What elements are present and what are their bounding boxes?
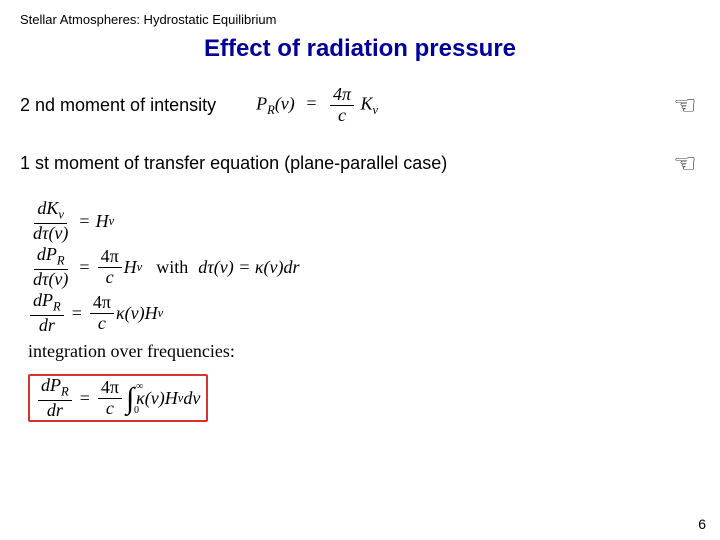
eq-sign: = [72, 303, 82, 324]
pr-symbol: P [256, 93, 267, 113]
num-4pi-3: 4π [90, 293, 114, 314]
slide-page: Stellar Atmospheres: Hydrostatic Equilib… [0, 0, 720, 540]
row-moment-2-text: 2 nd moment of intensity [20, 95, 216, 116]
dtau-def: dτ(ν) = κ(ν)dr [198, 257, 299, 278]
num-dpr: dP [37, 244, 57, 264]
frac-4pi-c-f: 4π c [98, 378, 122, 419]
frac-4pi-c: 4π c [330, 85, 354, 126]
frac-4pi-c-2: 4π c [98, 247, 122, 288]
eq-row-3: dPR dr = 4π c κ(ν)Hν [28, 294, 700, 334]
pointing-hand-icon: ☞ [670, 148, 700, 179]
with-label: with [156, 257, 188, 278]
kappa-h-sub: ν [158, 306, 164, 321]
frac-dpr-dr: dPR dr [30, 291, 64, 335]
eq-row-1: dKν dτ(ν) = Hν [28, 202, 700, 242]
h-symbol-2: H [124, 257, 137, 278]
num-dpr-f: dP [41, 375, 61, 395]
k-symbol: K [360, 93, 372, 113]
eq-row-2: dPR dτ(ν) = 4π c Hν with dτ(ν) = κ(ν)dr [28, 248, 700, 288]
num-dpr-3: dP [33, 290, 53, 310]
h-sub: ν [109, 214, 115, 229]
int-lower: 0 [134, 407, 139, 415]
page-number: 6 [698, 516, 706, 532]
k-sub: ν [373, 103, 379, 117]
num-dpr-sub: R [57, 254, 65, 268]
frac-4pi-c-3: 4π c [90, 293, 114, 334]
frac-dk-dtau: dKν dτ(ν) [30, 199, 71, 243]
int-upper: ∞ [136, 383, 143, 391]
row-moment-2-formula: PR(ν) = 4π c Kν [216, 85, 670, 126]
den-dtau: dτ(ν) [30, 224, 71, 244]
frac-dpr-dtau: dPR dτ(ν) [30, 245, 71, 289]
derivation-block: dKν dτ(ν) = Hν dPR dτ(ν) = 4π c Hν with … [20, 202, 700, 422]
den-dr-f: dr [44, 401, 66, 421]
integration-label: integration over frequencies: [28, 340, 700, 364]
row-moment-2: 2 nd moment of intensity PR(ν) = 4π c Kν… [20, 85, 700, 126]
den-dr: dr [36, 316, 58, 336]
h-sub-2: ν [137, 260, 143, 275]
num-4pi-2: 4π [98, 247, 122, 268]
den-c-f: c [103, 399, 117, 419]
pr-arg: (ν) [275, 93, 295, 113]
den-c: c [335, 106, 349, 126]
result-box: dPR dr = 4π c ∫ ∞ 0 κ(ν)Hνdν [28, 374, 208, 422]
eq-sign: = [79, 257, 89, 278]
dnu: dν [183, 388, 200, 409]
slide-title: Effect of radiation pressure [20, 35, 700, 63]
header-line: Stellar Atmospheres: Hydrostatic Equilib… [20, 12, 700, 27]
num-dk: dK [37, 198, 58, 218]
num-dk-sub: ν [58, 208, 64, 222]
integral-icon: ∫ ∞ 0 [126, 387, 134, 411]
frac-dpr-dr-final: dPR dr [38, 376, 72, 420]
den-dtau2: dτ(ν) [30, 270, 71, 290]
row-moment-1-text: 1 st moment of transfer equation (plane-… [20, 153, 447, 174]
pr-sub: R [267, 103, 275, 117]
num-4pi-f: 4π [98, 378, 122, 399]
pointing-hand-icon: ☞ [670, 90, 700, 121]
den-c-3: c [95, 314, 109, 334]
eq-sign: = [80, 388, 90, 409]
eq-sign: = [79, 211, 89, 232]
kappa-h: κ(ν)H [116, 303, 158, 324]
den-c-2: c [103, 268, 117, 288]
row-moment-1: 1 st moment of transfer equation (plane-… [20, 144, 700, 184]
num-4pi: 4π [330, 85, 354, 106]
h-symbol: H [96, 211, 109, 232]
num-dpr-sub-f: R [61, 385, 69, 399]
eq-sign: = [305, 93, 317, 113]
num-dpr-sub-3: R [53, 300, 61, 314]
